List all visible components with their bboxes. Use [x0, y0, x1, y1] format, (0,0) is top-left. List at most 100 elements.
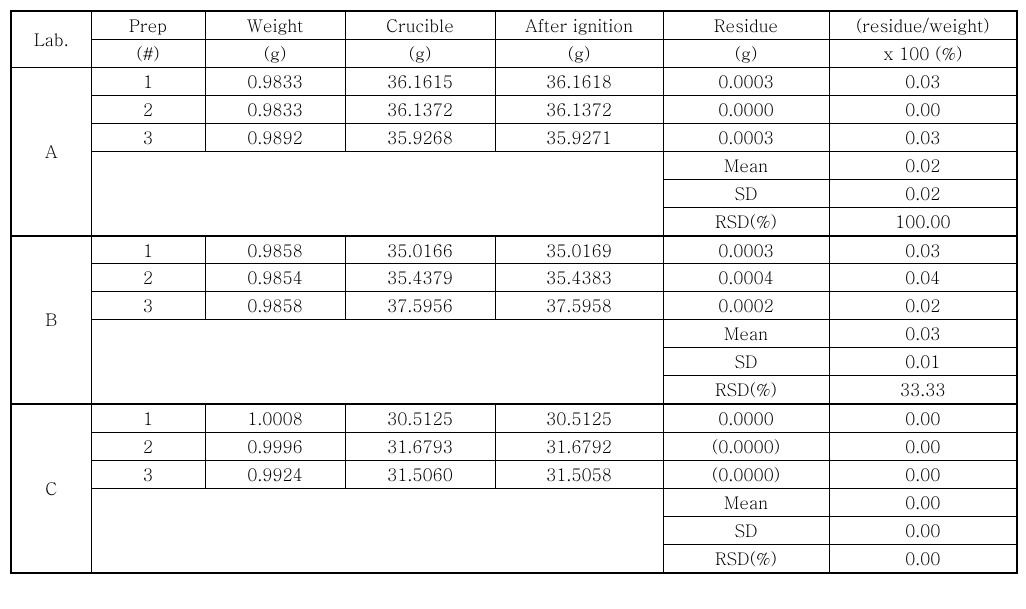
cell-after: 30.5125	[495, 404, 663, 432]
col-lab: Lab.	[11, 11, 91, 67]
cell-residue: 0.0004	[663, 264, 829, 292]
cell-prep: 1	[91, 67, 205, 95]
cell-after: 35.9271	[495, 123, 663, 151]
cell-after: 36.1372	[495, 95, 663, 123]
cell-prep: 3	[91, 123, 205, 151]
cell-prep: 1	[91, 404, 205, 432]
cell-prep: 3	[91, 292, 205, 320]
cell-weight: 0.9892	[205, 123, 345, 151]
stat-rsd: 0.00	[829, 544, 1017, 572]
cell-pct: 0.04	[829, 264, 1017, 292]
table-header-2: (#) (g) (g) (g) (g) x 100 (%)	[11, 39, 1017, 67]
lab-cell: B	[11, 236, 91, 405]
cell-after: 36.1618	[495, 67, 663, 95]
cell-crucible: 35.4379	[345, 264, 495, 292]
stat-sd: 0.02	[829, 179, 1017, 207]
cell-weight: 0.9833	[205, 95, 345, 123]
cell-weight: 0.9858	[205, 236, 345, 264]
cell-residue: (0.0000)	[663, 433, 829, 461]
stat-label-sd: SD	[663, 516, 829, 544]
cell-after: 35.0169	[495, 236, 663, 264]
stat-rsd: 100.00	[829, 207, 1017, 235]
col-after-l1: After ignition	[495, 11, 663, 39]
cell-residue: 0.0003	[663, 236, 829, 264]
cell-crucible: 37.5956	[345, 292, 495, 320]
cell-pct: 0.03	[829, 67, 1017, 95]
stat-label-mean: Mean	[663, 488, 829, 516]
cell-residue: (0.0000)	[663, 461, 829, 489]
table-row: B 1 0.9858 35.0166 35.0169 0.0003 0.03	[11, 236, 1017, 264]
stat-rsd: 33.33	[829, 376, 1017, 404]
cell-weight: 0.9854	[205, 264, 345, 292]
cell-pct: 0.03	[829, 123, 1017, 151]
cell-crucible: 31.6793	[345, 433, 495, 461]
cell-prep: 1	[91, 236, 205, 264]
cell-residue: 0.0000	[663, 404, 829, 432]
cell-after: 35.4383	[495, 264, 663, 292]
table-row: 2 0.9833 36.1372 36.1372 0.0000 0.00	[11, 95, 1017, 123]
col-crucible-l1: Crucible	[345, 11, 495, 39]
cell-pct: 0.00	[829, 461, 1017, 489]
stat-label-mean: Mean	[663, 151, 829, 179]
cell-prep: 2	[91, 264, 205, 292]
cell-after: 37.5958	[495, 292, 663, 320]
cell-crucible: 36.1372	[345, 95, 495, 123]
stat-label-sd: SD	[663, 179, 829, 207]
cell-after: 31.5058	[495, 461, 663, 489]
stat-label-rsd: RSD(%)	[663, 544, 829, 572]
stat-row: Mean 0.02	[11, 151, 1017, 179]
cell-weight: 0.9858	[205, 292, 345, 320]
cell-weight: 0.9833	[205, 67, 345, 95]
stat-mean: 0.02	[829, 151, 1017, 179]
table-row: 3 0.9892 35.9268 35.9271 0.0003 0.03	[11, 123, 1017, 151]
cell-weight: 1.0008	[205, 404, 345, 432]
table-row: 3 0.9924 31.5060 31.5058 (0.0000) 0.00	[11, 461, 1017, 489]
stat-spacer	[91, 488, 663, 572]
cell-residue: 0.0000	[663, 95, 829, 123]
stat-mean: 0.03	[829, 320, 1017, 348]
col-weight-l2: (g)	[205, 39, 345, 67]
stat-label-rsd: RSD(%)	[663, 376, 829, 404]
stat-label-mean: Mean	[663, 320, 829, 348]
cell-after: 31.6792	[495, 433, 663, 461]
cell-prep: 2	[91, 433, 205, 461]
table-row: A 1 0.9833 36.1615 36.1618 0.0003 0.03	[11, 67, 1017, 95]
table-row: C 1 1.0008 30.5125 30.5125 0.0000 0.00	[11, 404, 1017, 432]
stat-spacer	[91, 320, 663, 404]
col-after-l2: (g)	[495, 39, 663, 67]
cell-crucible: 35.9268	[345, 123, 495, 151]
cell-prep: 2	[91, 95, 205, 123]
cell-crucible: 36.1615	[345, 67, 495, 95]
col-crucible-l2: (g)	[345, 39, 495, 67]
stat-label-rsd: RSD(%)	[663, 207, 829, 235]
cell-crucible: 35.0166	[345, 236, 495, 264]
table-row: 3 0.9858 37.5956 37.5958 0.0002 0.02	[11, 292, 1017, 320]
cell-weight: 0.9996	[205, 433, 345, 461]
residue-table: Lab. Prep Weight Crucible After ignition…	[10, 10, 1018, 574]
cell-crucible: 31.5060	[345, 461, 495, 489]
col-weight-l1: Weight	[205, 11, 345, 39]
col-residue-l1: Residue	[663, 11, 829, 39]
stat-label-sd: SD	[663, 348, 829, 376]
stat-row: Mean 0.00	[11, 488, 1017, 516]
stat-spacer	[91, 151, 663, 235]
cell-prep: 3	[91, 461, 205, 489]
col-prep-l2: (#)	[91, 39, 205, 67]
cell-pct: 0.00	[829, 404, 1017, 432]
stat-sd: 0.01	[829, 348, 1017, 376]
cell-residue: 0.0003	[663, 67, 829, 95]
cell-crucible: 30.5125	[345, 404, 495, 432]
col-pct-l2: x 100 (%)	[829, 39, 1017, 67]
lab-cell: C	[11, 404, 91, 573]
cell-pct: 0.00	[829, 433, 1017, 461]
stat-row: Mean 0.03	[11, 320, 1017, 348]
table-header: Lab. Prep Weight Crucible After ignition…	[11, 11, 1017, 39]
cell-pct: 0.03	[829, 236, 1017, 264]
cell-pct: 0.02	[829, 292, 1017, 320]
cell-residue: 0.0003	[663, 123, 829, 151]
table-row: 2 0.9854 35.4379 35.4383 0.0004 0.04	[11, 264, 1017, 292]
stat-mean: 0.00	[829, 488, 1017, 516]
cell-weight: 0.9924	[205, 461, 345, 489]
lab-cell: A	[11, 67, 91, 235]
col-pct-l1: (residue/weight)	[829, 11, 1017, 39]
